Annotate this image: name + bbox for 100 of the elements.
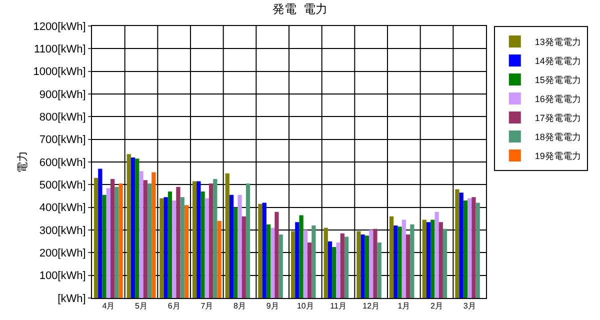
bar <box>246 184 250 298</box>
bar <box>126 154 131 298</box>
bar <box>176 186 180 298</box>
bar <box>106 188 110 298</box>
bar <box>147 184 152 298</box>
bar <box>356 231 361 298</box>
bar <box>135 158 140 298</box>
y-tick-label: 300[kWh] <box>39 224 86 237</box>
bar <box>238 194 242 298</box>
bar <box>208 184 214 298</box>
bar <box>344 236 349 298</box>
bar <box>402 220 406 298</box>
bar <box>438 222 443 298</box>
bar <box>472 197 476 298</box>
y-tick-label: 400[kWh] <box>39 202 86 214</box>
bar <box>394 225 398 298</box>
bar <box>229 194 234 298</box>
y-tick-label: 100[kWh] <box>39 270 86 282</box>
x-tick-label: 11月 <box>330 302 346 311</box>
bar <box>266 224 271 298</box>
bar <box>234 207 238 298</box>
bar <box>430 220 435 298</box>
x-tick-label: 4月 <box>102 302 115 311</box>
bar <box>328 241 332 298</box>
bar <box>364 236 370 298</box>
bar <box>426 222 431 298</box>
x-tick-label: 8月 <box>234 302 246 311</box>
bar <box>442 228 448 298</box>
bar <box>307 242 312 298</box>
y-tick-label: [kWh] <box>58 292 86 305</box>
bar <box>258 204 262 298</box>
bar <box>110 179 115 298</box>
bar <box>180 197 184 298</box>
x-tick-label: 2月 <box>430 302 443 311</box>
bar <box>434 212 439 298</box>
y-axis-title: 電力 <box>16 151 29 173</box>
x-tick-label: 1月 <box>398 302 410 311</box>
bar <box>336 242 340 298</box>
bar <box>459 192 464 298</box>
bar <box>270 228 275 298</box>
legend-label: 19発電電力 <box>534 151 581 162</box>
bar <box>196 181 201 298</box>
bar <box>152 172 156 298</box>
bar <box>373 228 378 298</box>
bar <box>98 168 102 298</box>
legend-label: 15発電電力 <box>534 75 581 86</box>
chart-title: 発電 電力 <box>272 2 328 16</box>
x-tick-label: 3月 <box>463 302 476 311</box>
bar <box>204 198 209 298</box>
bar <box>406 234 410 298</box>
bar <box>312 225 316 298</box>
y-tick-label: 1200[kWh] <box>33 20 86 33</box>
bar <box>130 157 136 298</box>
legend-label: 16発電電力 <box>534 94 581 104</box>
bar <box>303 230 308 298</box>
bar <box>160 198 164 298</box>
legend-label: 18発電電力 <box>534 132 581 142</box>
bar <box>389 216 394 298</box>
legend-label: 13発電電力 <box>534 37 581 48</box>
x-tick-label: 7月 <box>200 302 214 311</box>
bar <box>332 247 336 298</box>
bar <box>455 189 460 298</box>
bar <box>217 220 222 298</box>
bar <box>422 220 426 298</box>
bar <box>242 216 246 298</box>
bar <box>172 200 176 298</box>
y-tick-label: 1100[kWh] <box>34 44 86 56</box>
bar <box>398 226 402 298</box>
bar <box>200 191 205 298</box>
bar <box>360 234 365 298</box>
bar <box>290 231 296 298</box>
x-tick-label: 5月 <box>135 302 148 311</box>
bar <box>192 181 197 298</box>
y-tick-label: 700[kWh] <box>39 134 86 146</box>
bar <box>468 198 472 298</box>
bar <box>184 205 189 298</box>
bar <box>164 197 168 298</box>
bar <box>278 234 283 298</box>
y-tick-label: 200[kWh] <box>39 248 86 260</box>
bar <box>94 178 98 298</box>
bar <box>476 202 480 298</box>
y-tick-label: 800[kWh] <box>39 112 86 124</box>
bar <box>225 173 230 298</box>
bar <box>377 242 382 298</box>
x-tick-label: 12月 <box>362 302 380 311</box>
bar <box>369 230 374 298</box>
bar <box>262 202 266 298</box>
bar <box>295 222 300 298</box>
legend-label: 17発電電力 <box>534 113 581 124</box>
bar <box>114 186 119 298</box>
y-tick-label: 500[kWh] <box>39 180 86 192</box>
bar <box>168 191 172 298</box>
bar <box>143 180 148 298</box>
bar <box>102 194 106 298</box>
y-tick-label: 600[kWh] <box>39 156 86 169</box>
y-tick-label: 1000[kWh] <box>33 66 86 78</box>
bar <box>463 200 468 298</box>
legend-label: 14発電電力 <box>534 56 581 66</box>
x-tick-label: 9月 <box>266 302 279 311</box>
bar <box>324 228 328 298</box>
